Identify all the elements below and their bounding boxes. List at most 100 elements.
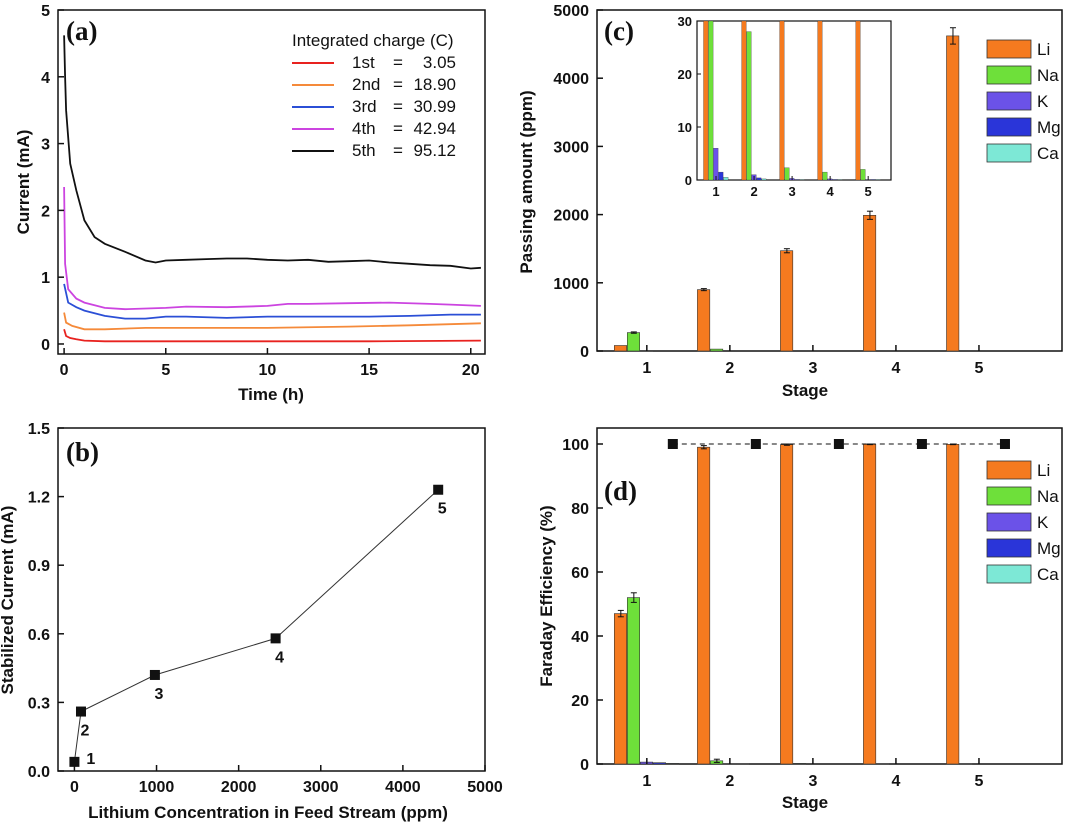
panel-a-series-line [63,329,481,343]
panel-c-bar [780,250,794,352]
panel-a-legend-label: 5th [352,141,376,160]
panel-b-connecting-line [73,489,439,762]
panel-c-inset-bar [794,179,800,181]
panel-d-y-tick-label: 0 [580,757,589,774]
panel-c-inset-bar [832,179,838,181]
panel-c-inset-x-tick-label: 1 [712,184,719,199]
panel-a-legend-label: 2nd [352,75,380,94]
panel-d-total-marker [667,439,678,449]
panel-c-legend-label: Na [1037,66,1059,85]
panel-c-inset-frame [696,20,892,181]
panel-c-legend-swatch [986,117,1032,137]
panel-c-x-tick-label: 2 [725,360,734,377]
panel-b-plot-frame [57,427,486,772]
panel-b-point-label: 3 [154,686,163,703]
panel-d-total-marker [750,439,761,449]
panel-c-inset-y-tick-label: 0 [685,173,692,188]
panel-b-current-vs-concentration: (b) 1 2 3 4 5 0 1000 2000 3000 4000 5000 0.0 0.3 0.6… [0,421,503,822]
panel-d-x-tick-label: 4 [891,773,900,790]
panel-c-legend-swatch [986,91,1032,111]
panel-b-axes: 0 1000 2000 3000 4000 5000 0.0 0.3 0.6 0.9 1.2 1.5 [28,421,503,796]
panel-a-legend-equals: = [393,97,403,116]
panel-c-bar [946,35,960,352]
panel-a-legend-label: 1st [352,53,375,72]
panel-c-inset-bar [779,20,785,181]
panel-a-legend-value: 3.05 [423,53,456,72]
panel-d-x-tick-label: 5 [975,773,984,790]
panel-b-point-label: 1 [86,751,95,768]
panel-c-inset-x-tick-label: 4 [827,184,835,199]
panel-d-x-axis-label: Stage [782,793,828,812]
panel-d-x-tick-label: 1 [642,773,651,790]
panel-b-x-tick-label: 3000 [303,779,339,796]
panel-c-legend-label: Mg [1037,118,1061,137]
panel-c-bar [697,289,711,352]
panel-c-axes: 1 2 3 4 5 0 1000 2000 3000 4000 5000 [553,3,983,377]
panel-a-series-group [63,35,481,343]
panel-c-bars-group [613,27,960,352]
panel-d-bar [652,762,666,765]
panel-c-bar [613,345,627,352]
panel-b-x-tick-label: 1000 [139,779,175,796]
panel-a-legend-value: 95.12 [413,141,456,160]
panel-d-bars-group [613,439,1010,765]
panel-b-y-tick-label: 1.5 [28,421,50,438]
panel-a-legend-equals: = [393,119,403,138]
panel-c-legend-label: Li [1037,40,1050,59]
panel-c-inset-y-tick-label: 10 [678,120,692,135]
panel-c-x-axis-label: Stage [782,381,828,400]
panel-b-series-group: 1 2 3 4 5 [69,484,447,768]
panel-a-legend-label: 4th [352,119,376,138]
panel-a-y-tick-label: 5 [41,3,50,20]
panel-c-inset-bar [855,20,861,181]
panel-c-legend-swatch [986,65,1032,85]
panel-c-x-tick-label: 5 [975,360,984,377]
panel-b-data-point [149,669,160,680]
panel-c-inset-bar [703,20,709,181]
panel-b-data-point [69,756,80,767]
panel-c-legend-label: K [1037,92,1049,111]
panel-b-x-tick-label: 0 [70,779,79,796]
panel-d-axes: 1 2 3 4 5 0 20 40 60 80 100 [562,437,983,790]
panel-b-data-point [75,706,86,717]
panel-b-x-axis-label: Lithium Concentration in Feed Stream (pp… [88,803,448,822]
panel-a-legend: Integrated charge (C) 1st = 3.05 2nd = 18.90 3… [292,31,456,160]
panel-b-point-label: 5 [438,501,447,518]
panel-d-bar [780,444,794,765]
panel-a-series-line [63,35,481,270]
panel-d-bar [626,597,640,765]
panel-c-inset-bar [817,20,823,181]
panel-c-y-axis-label: Passing amount (ppm) [517,90,536,273]
panel-c-inset-bar [822,171,828,181]
panel-d-legend-swatch [986,460,1032,480]
panel-d-plot-frame [596,427,1063,765]
panel-c-bar [863,215,877,352]
panel-c-inset-x-tick-label: 2 [750,184,757,199]
panel-a-legend-equals: = [393,75,403,94]
panel-b-y-tick-label: 0.3 [28,695,50,712]
panel-d-bar [793,763,807,765]
panel-c-y-tick-label: 1000 [553,276,589,293]
panel-a-legend-title: Integrated charge (C) [292,31,454,50]
panel-c-inset: 1 2 3 4 5 0 10 20 30 [678,14,892,199]
panel-d-legend-swatch [986,486,1032,506]
panel-a-legend-equals: = [393,141,403,160]
panel-d-y-tick-label: 60 [571,565,589,582]
panel-d-legend-label: Li [1037,461,1050,480]
panel-b-letter: (b) [66,437,99,467]
panel-a-y-tick-label: 1 [41,270,50,287]
panel-c-inset-bar [784,167,790,181]
panel-b-point-label: 2 [81,723,90,740]
panel-a-plot-frame [57,9,486,355]
panel-c-letter: (c) [604,16,634,46]
panel-d-bar [665,763,679,765]
panel-b-x-tick-label: 2000 [221,779,257,796]
panel-d-legend-swatch [986,564,1032,584]
panel-c-plot-frame [596,9,1063,352]
panel-a-series-line [63,283,481,320]
panel-c-inset-y-tick-label: 20 [678,67,692,82]
panel-c-inset-x-tick-label: 3 [788,184,795,199]
panel-c-inset-bar [860,169,866,181]
panel-c-inset-bar [708,20,714,181]
